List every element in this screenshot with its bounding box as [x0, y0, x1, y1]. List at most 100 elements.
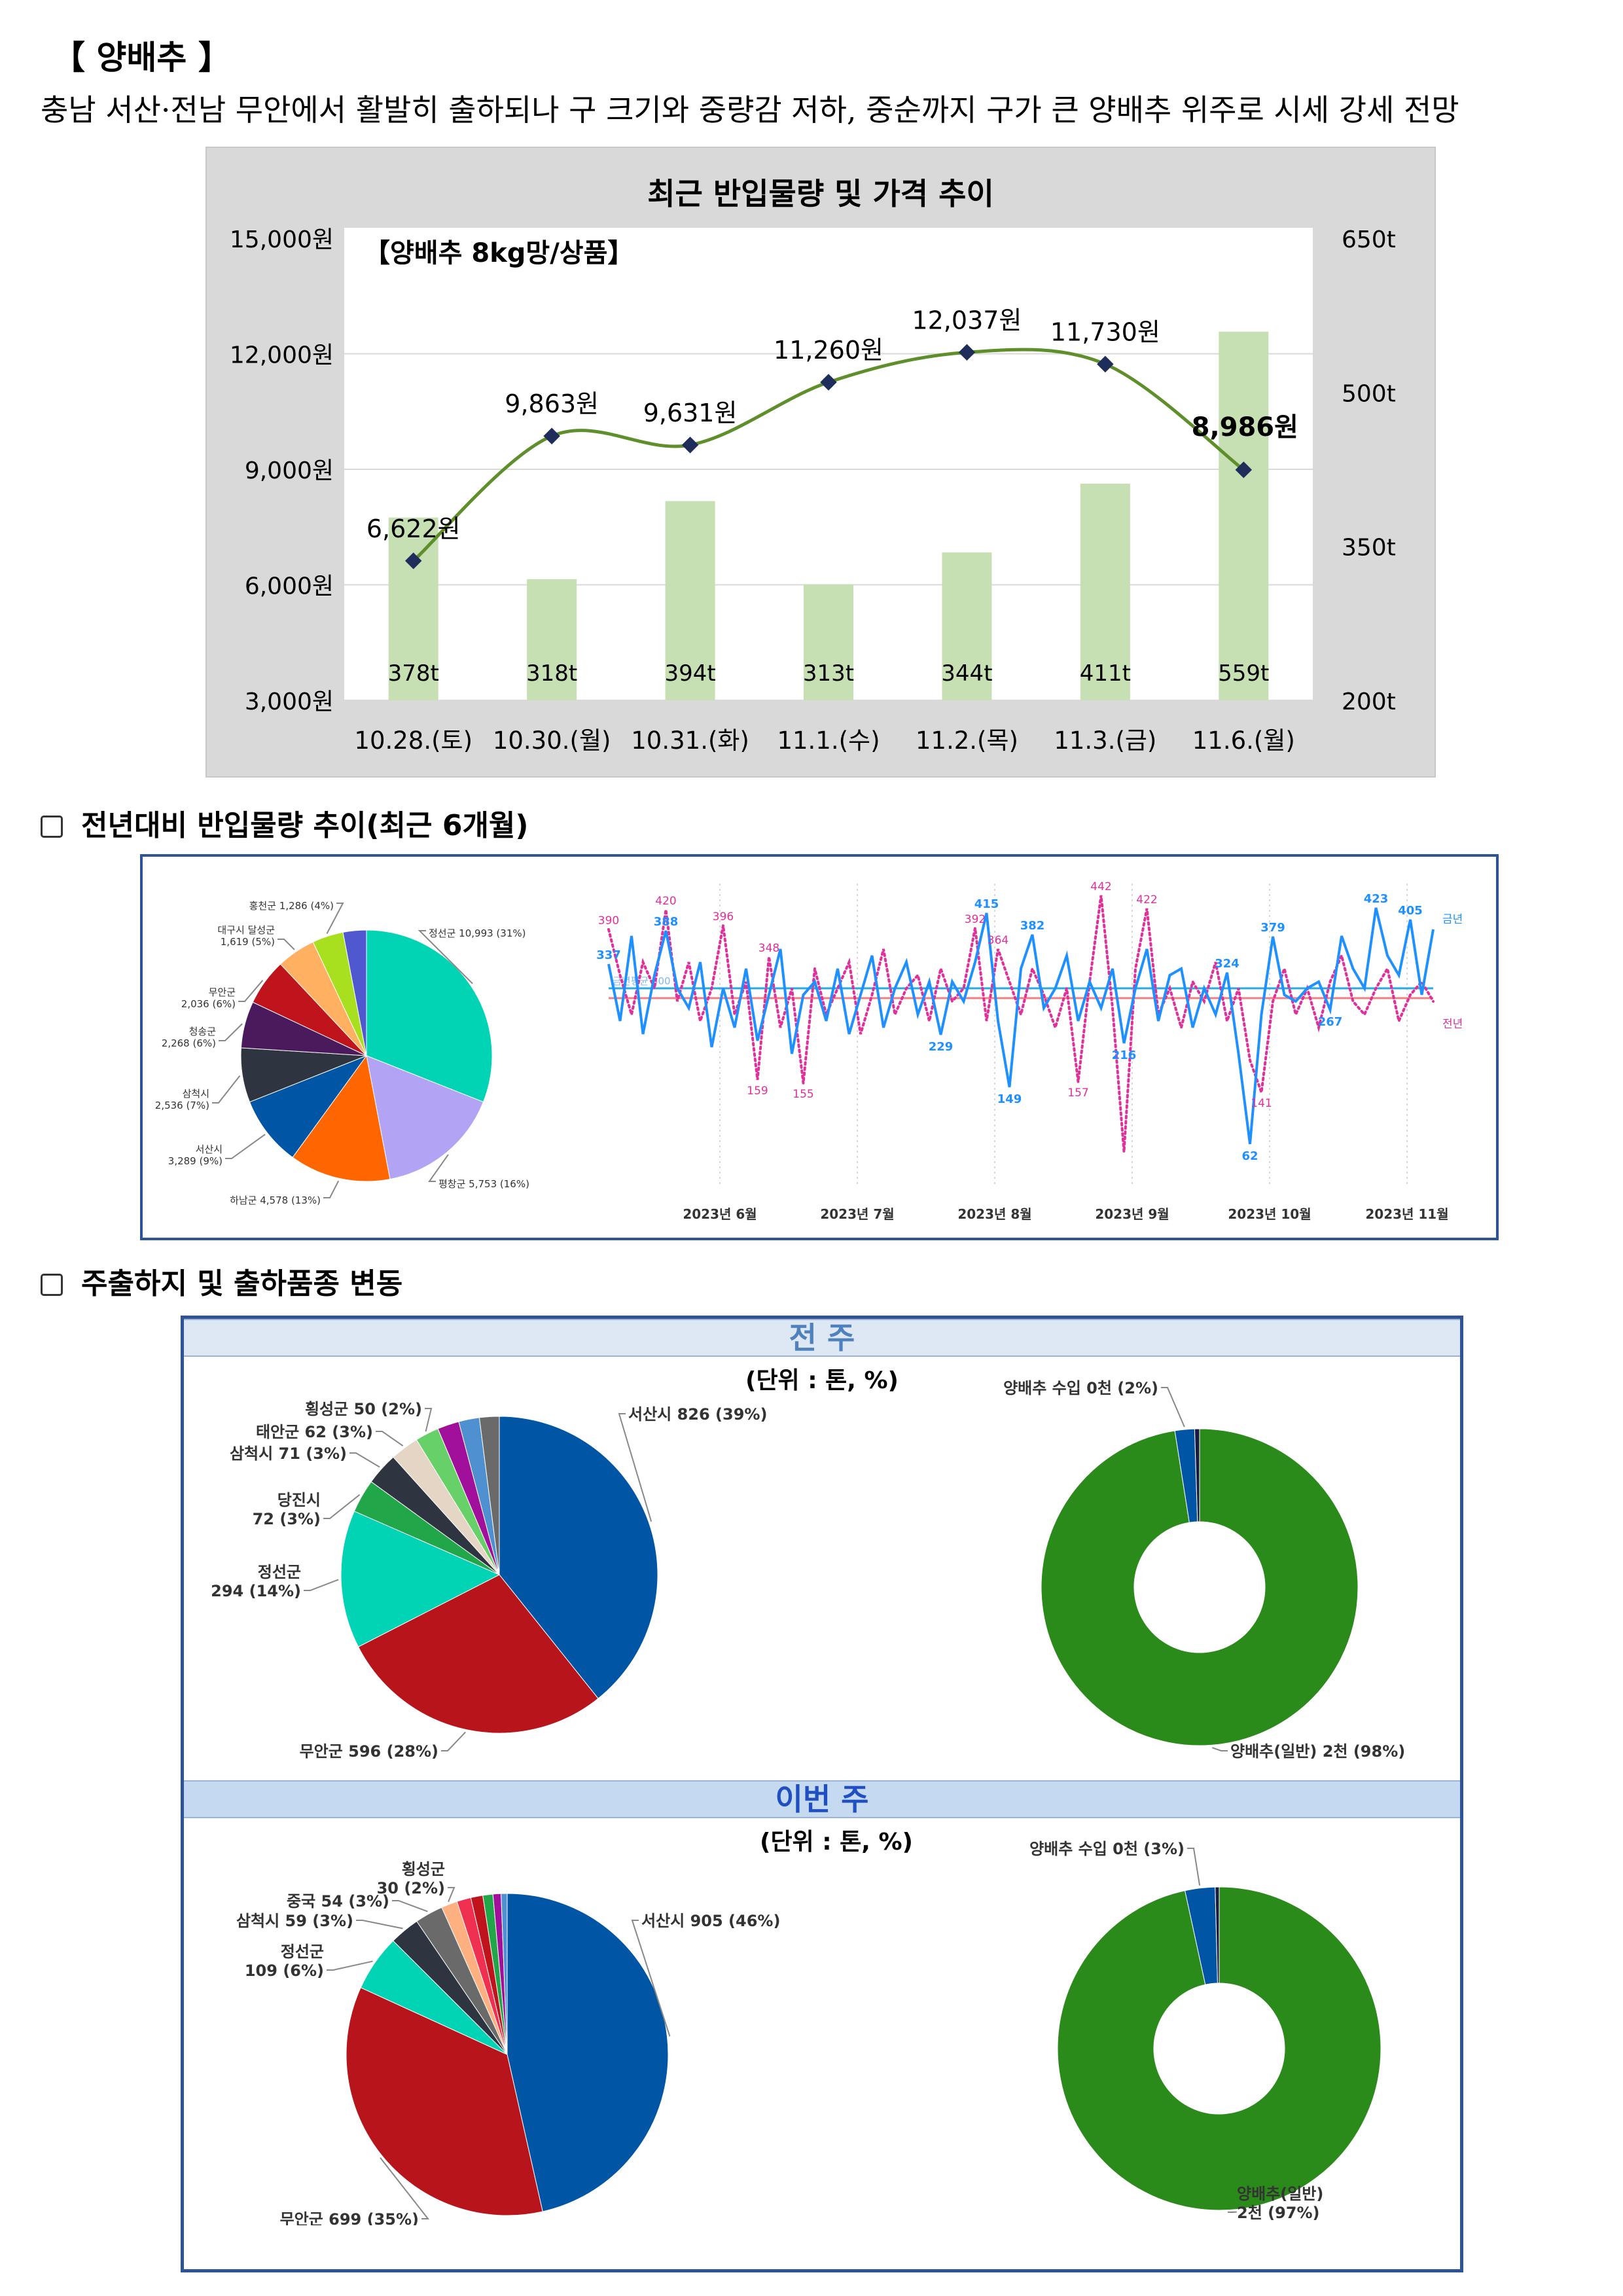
data-label-last-year: 348: [758, 942, 779, 955]
data-label-last-year: 155: [793, 1088, 813, 1101]
data-label-last-year: 159: [747, 1085, 768, 1098]
checkbox-icon: [41, 816, 63, 838]
pie-slice: [507, 1893, 669, 2212]
x-tick-label: 10.30.(월): [493, 726, 611, 755]
leader-line: [392, 1900, 428, 1912]
x-tick-label: 11.1.(수): [777, 726, 880, 755]
x-tick-label: 11.2.(목): [916, 726, 1018, 755]
leader-line: [225, 1134, 266, 1159]
chart-title: 최근 반입물량 및 가격 추이: [647, 176, 994, 211]
slice-label: 양배추 수입 0천 (2%): [1003, 1379, 1158, 1397]
x-tick-label: 2023년 9월: [1095, 1206, 1169, 1222]
slice-label: 서산시 826 (39%): [628, 1405, 767, 1424]
slice-label: 109 (6%): [245, 1962, 324, 1980]
slice-label: 삼척시 59 (3%): [236, 1912, 353, 1930]
leader-line: [356, 1920, 403, 1929]
leader-line: [631, 1920, 671, 2037]
slice-label: 3,289 (9%): [168, 1155, 223, 1167]
left-axis-tick-label: 3,000원: [245, 689, 334, 715]
slice-label: 대구시 달성군: [217, 924, 275, 936]
pie-slice: [1041, 1428, 1359, 1746]
slice-label: 삼척시: [183, 1088, 209, 1100]
left-axis-tick-label: 9,000원: [245, 457, 334, 484]
slice-label: 정선군: [258, 1563, 301, 1581]
checkbox-icon: [41, 1274, 63, 1296]
pie-slice: [346, 1987, 543, 2216]
data-label-last-year: 364: [988, 934, 1008, 947]
bar: [388, 517, 438, 700]
bar-label: 313t: [803, 660, 854, 687]
bar-label: 411t: [1080, 660, 1131, 687]
page-title: 【 양배추 】: [52, 39, 231, 77]
data-label-last-year: 392: [965, 913, 986, 926]
pie-slice: [342, 929, 367, 1056]
data-label-this-year: 267: [1318, 1015, 1343, 1029]
leader-line: [323, 1180, 340, 1198]
slice-label: 하남군 4,578 (13%): [230, 1194, 321, 1206]
pie-slice: [366, 1055, 484, 1180]
data-label-this-year: 388: [654, 915, 679, 929]
price-volume-chart: 최근 반입물량 및 가격 추이 3,000원 6,000원 9,000원 12,000원…: [230, 176, 1396, 755]
slice-label: 2,036 (6%): [181, 998, 236, 1010]
leader-line: [1211, 1747, 1228, 1751]
variety-donut-this-week: 양배추(일반)2천 (97%) 양배추 수입 0천 (3%): [1029, 1840, 1382, 2222]
leader-line: [212, 1075, 241, 1103]
leader-line: [238, 980, 264, 1002]
data-label-this-year: 229: [929, 1040, 954, 1054]
x-tick-label: 11.3.(금): [1054, 726, 1156, 755]
pie-slice: [340, 1511, 501, 1647]
leader-line: [219, 1023, 243, 1041]
price-label: 9,863원: [505, 389, 599, 418]
data-label-last-year: 141: [1251, 1097, 1272, 1110]
period-band-this-week: 이번 주: [184, 1780, 1460, 1818]
leader-line: [448, 1887, 455, 1903]
period-band-last-week: 전 주: [184, 1319, 1460, 1357]
bar-label: 318t: [526, 660, 577, 687]
leader-line: [618, 1413, 652, 1522]
price-marker: [404, 552, 422, 569]
data-label-last-year: 420: [655, 895, 676, 908]
data-label-this-year: 382: [1020, 919, 1045, 933]
leader-line: [323, 1494, 361, 1519]
data-label-this-year: 379: [1260, 921, 1285, 935]
bar: [942, 552, 992, 700]
data-label-this-year: 149: [997, 1092, 1022, 1106]
data-label-this-year: 423: [1364, 892, 1389, 906]
slice-label: 72 (3%): [253, 1510, 321, 1528]
x-tick-label: 10.31.(화): [631, 726, 749, 755]
slice-label: 정선군: [281, 1943, 324, 1961]
bar: [1080, 483, 1130, 700]
leader-line: [326, 903, 344, 935]
slice-label: 양배추 수입 0천 (3%): [1029, 1840, 1185, 1858]
origin-pie-chart: 정선군 10,993 (31%) 평창군 5,753 (16%) 하남군 4,578…: [155, 900, 529, 1206]
bar-label: 394t: [664, 660, 715, 687]
x-tick-label: 2023년 8월: [957, 1206, 1031, 1222]
section-yoy-label: 전년대비 반입물량 추이(최근 6개월): [81, 809, 529, 842]
data-label-this-year: 62: [1241, 1149, 1258, 1163]
data-label-last-year: 442: [1090, 880, 1111, 893]
slice-label: 1,619 (5%): [221, 936, 275, 948]
slice-label: 서산시 905 (46%): [641, 1912, 780, 1930]
data-label-this-year: 216: [1112, 1049, 1137, 1062]
unit-label: (단위 : 톤, %): [759, 1829, 913, 1856]
x-tick-label: 2023년 7월: [820, 1206, 894, 1222]
section-origin-heading: 주출하지 및 출하품종 변동: [41, 1260, 402, 1302]
data-label-this-year: 405: [1398, 904, 1423, 918]
right-axis-tick-label: 500t: [1342, 380, 1396, 407]
right-axis-tick-label: 650t: [1342, 226, 1396, 253]
series-tag: 금년: [1442, 913, 1463, 926]
bar-label: 559t: [1218, 660, 1269, 687]
data-label-last-year: 422: [1136, 893, 1157, 906]
slice-label: 30 (2%): [377, 1879, 445, 1897]
series-tag: 전년: [1442, 1018, 1463, 1031]
slice-label: 홍천군 1,286 (4%): [249, 900, 334, 912]
yoy-line-chart: 2023년 6월 2023년 7월 2023년 8월 2023년 9월 2023년 10…: [596, 880, 1463, 1222]
slice-label: 삼척시 71 (3%): [230, 1444, 347, 1463]
chart-inner-label: 【양배추 8kg망/상품】: [364, 238, 633, 268]
leader-line: [349, 1452, 380, 1468]
pie-slice: [249, 1054, 368, 1158]
unit-label: (단위 : 톤, %): [745, 1367, 899, 1394]
price-label: 11,730원: [1050, 317, 1160, 346]
